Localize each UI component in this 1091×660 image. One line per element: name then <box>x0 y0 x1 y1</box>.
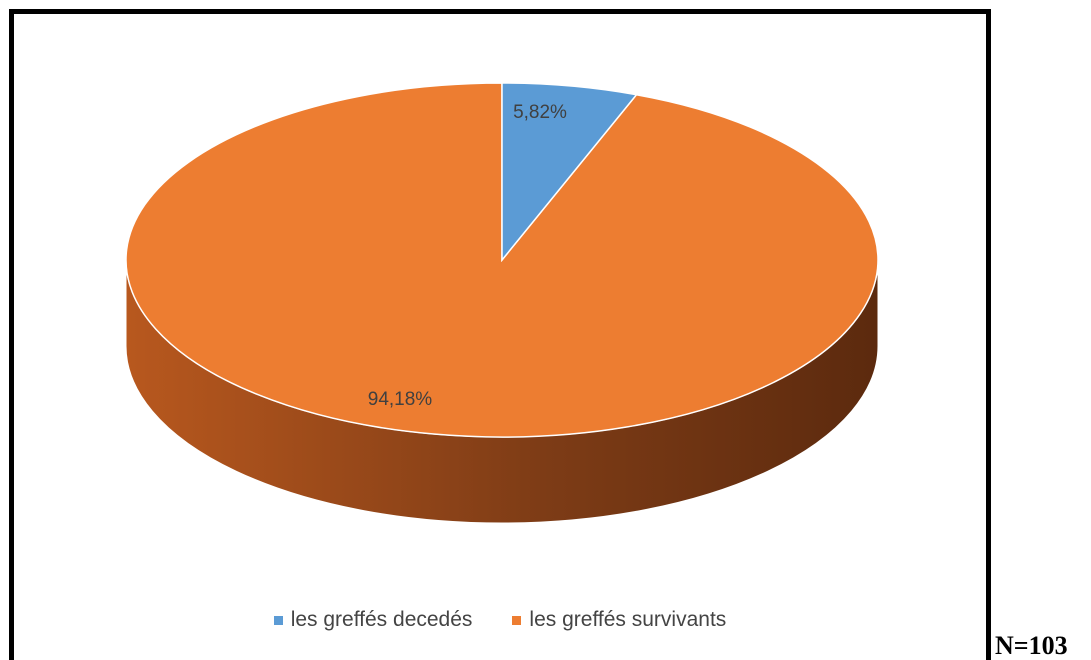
data-label-decedes: 5,82% <box>513 102 567 123</box>
legend-label-survivants: les greffés survivants <box>529 608 727 631</box>
legend-swatch-survivants <box>512 615 522 625</box>
chart-frame <box>9 9 991 660</box>
data-label-survivants: 94,18% <box>368 389 433 410</box>
legend-item-decedes: les greffés decedés <box>273 608 473 632</box>
legend-swatch-decedes <box>273 615 283 625</box>
pie-chart: 5,82% 94,18% <box>125 82 879 524</box>
pie-top <box>125 82 879 438</box>
legend-label-decedes: les greffés decedés <box>290 608 473 631</box>
legend: les greffés decedés les greffés survivan… <box>0 608 1000 632</box>
pie-data-labels: 5,82% 94,18% <box>368 102 567 410</box>
sample-size-label: N=103 <box>995 631 1068 660</box>
legend-item-survivants: les greffés survivants <box>512 608 726 632</box>
pie-slice-decedes <box>501 82 638 263</box>
